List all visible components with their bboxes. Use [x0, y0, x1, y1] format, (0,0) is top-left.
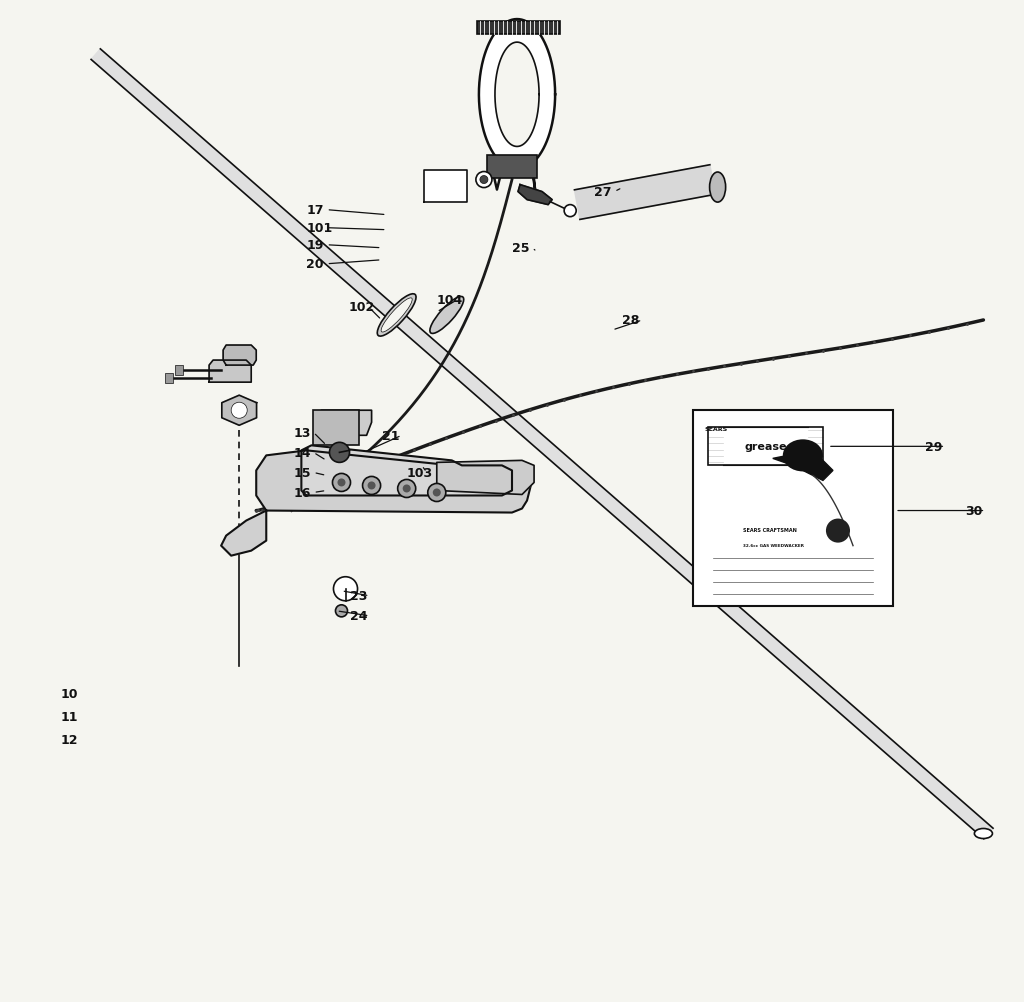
- Polygon shape: [301, 446, 512, 496]
- Circle shape: [362, 477, 381, 495]
- Text: 25: 25: [512, 242, 529, 255]
- Polygon shape: [222, 396, 257, 426]
- Polygon shape: [495, 43, 539, 147]
- Text: 30: 30: [966, 505, 983, 517]
- Polygon shape: [808, 428, 823, 466]
- Ellipse shape: [377, 295, 416, 337]
- Polygon shape: [221, 511, 266, 556]
- Polygon shape: [256, 451, 532, 513]
- Circle shape: [476, 172, 492, 188]
- Text: SEARS CRAFTSMAN: SEARS CRAFTSMAN: [742, 527, 797, 532]
- Ellipse shape: [381, 299, 413, 333]
- Ellipse shape: [782, 440, 823, 472]
- Polygon shape: [708, 428, 723, 466]
- Text: 23: 23: [349, 590, 367, 602]
- Circle shape: [336, 605, 347, 617]
- Text: 27: 27: [594, 186, 611, 198]
- Circle shape: [368, 482, 376, 490]
- Text: 13: 13: [293, 427, 310, 439]
- Text: 14: 14: [293, 447, 311, 459]
- Circle shape: [826, 519, 850, 543]
- Polygon shape: [437, 461, 535, 495]
- Polygon shape: [574, 165, 716, 220]
- Text: 24: 24: [349, 610, 367, 622]
- Bar: [175, 366, 183, 376]
- Polygon shape: [424, 170, 467, 202]
- Circle shape: [428, 484, 445, 502]
- Text: 21: 21: [382, 430, 399, 442]
- Circle shape: [333, 474, 350, 492]
- Ellipse shape: [430, 298, 464, 334]
- Bar: [692, 411, 893, 606]
- Polygon shape: [479, 20, 555, 170]
- Text: 101: 101: [306, 222, 333, 234]
- Circle shape: [231, 403, 247, 419]
- Text: 102: 102: [348, 302, 375, 314]
- Text: 32.6cc GAS WEEDWACKER: 32.6cc GAS WEEDWACKER: [742, 543, 804, 547]
- Circle shape: [433, 489, 440, 497]
- Circle shape: [397, 480, 416, 498]
- Polygon shape: [316, 411, 372, 436]
- Text: 103: 103: [407, 467, 433, 479]
- Polygon shape: [209, 361, 251, 383]
- Circle shape: [402, 485, 411, 493]
- Text: 104: 104: [437, 295, 463, 307]
- Circle shape: [338, 479, 345, 487]
- Ellipse shape: [975, 829, 992, 839]
- Bar: [477, 22, 560, 35]
- Circle shape: [564, 205, 577, 217]
- Text: 10: 10: [60, 687, 78, 699]
- Text: 16: 16: [293, 487, 310, 499]
- Bar: [165, 374, 173, 384]
- Circle shape: [480, 176, 487, 184]
- Bar: [487, 156, 537, 178]
- Text: 19: 19: [306, 239, 324, 252]
- Bar: [708, 428, 823, 466]
- Text: 15: 15: [293, 467, 311, 479]
- Text: 28: 28: [623, 315, 640, 327]
- Bar: [313, 411, 358, 446]
- Text: 17: 17: [306, 204, 324, 216]
- Text: 11: 11: [60, 710, 78, 722]
- Text: 29: 29: [926, 441, 943, 453]
- Polygon shape: [773, 451, 833, 481]
- Circle shape: [334, 577, 357, 601]
- Polygon shape: [91, 50, 993, 839]
- Text: SEARS: SEARS: [705, 427, 728, 432]
- Text: 12: 12: [60, 733, 78, 745]
- Text: grease: grease: [744, 442, 786, 452]
- Text: 20: 20: [306, 259, 324, 271]
- Polygon shape: [518, 185, 552, 205]
- Circle shape: [330, 443, 349, 463]
- Ellipse shape: [710, 172, 726, 202]
- Polygon shape: [223, 346, 256, 366]
- Polygon shape: [723, 428, 808, 466]
